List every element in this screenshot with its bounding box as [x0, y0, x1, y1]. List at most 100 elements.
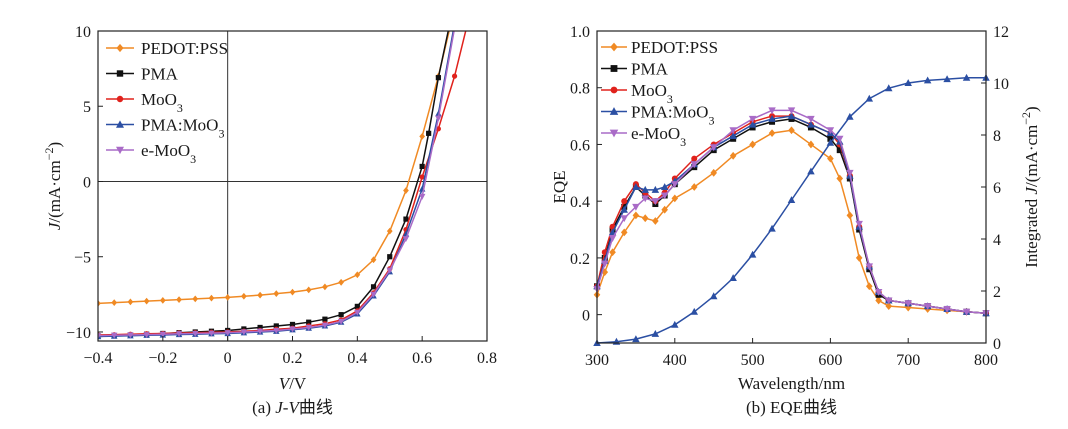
jv-data-point	[111, 299, 118, 307]
eqe-data-point	[875, 296, 882, 305]
eqe-chart: 300 400 500 600 700 800 0 0.2 0.4 0.6 0.8 1.0 0 2 4 6…	[550, 24, 1041, 417]
eqe-data-point	[885, 297, 893, 305]
eqe-y-tick-label: 0	[582, 308, 590, 325]
jv-data-point	[426, 130, 432, 136]
jv-data-point	[127, 332, 134, 339]
jv-data-point	[256, 328, 264, 335]
jv-legend-label: MoO3	[141, 90, 183, 115]
jv-legend-label: e-MoO3	[141, 141, 196, 166]
jv-data-point	[452, 0, 457, 4]
eqe-data-point	[632, 335, 640, 343]
jv-data-point	[159, 296, 166, 304]
jv-legend-label: PMA	[141, 65, 179, 84]
eqe-y-tick-label: 0.4	[570, 194, 590, 211]
eqe-legend-marker	[610, 86, 618, 94]
jv-y-tick-label: −10	[66, 325, 91, 342]
eqe-series-line	[596, 109, 987, 314]
jv-data-point	[386, 267, 393, 274]
eqe-data-point	[768, 129, 776, 138]
jv-data-point	[127, 298, 134, 306]
jv-chart: −0.4 −0.2 0 0.2 0.4 0.6 0.8 −10 −5 0 5 10 PEDOT:PS…	[42, 0, 497, 417]
eqe-y-tick-label: 0.8	[570, 81, 590, 98]
eqe-data-point	[729, 132, 737, 139]
eqe-data-point	[608, 235, 617, 242]
jv-data-point	[403, 187, 409, 194]
jv-x-tick-label: 0.8	[477, 350, 497, 367]
jv-data-point	[143, 332, 150, 339]
jv-x-tick-label: −0.4	[83, 350, 112, 367]
jv-data-point	[159, 331, 167, 338]
eqe-series-line	[596, 115, 987, 314]
jv-x-tick-label: 0.6	[412, 350, 432, 367]
jv-data-point	[370, 256, 377, 264]
eqe-data-point	[621, 198, 628, 205]
jv-legend-marker	[116, 43, 124, 53]
jv-data-point	[402, 236, 410, 243]
jv-series-pedot-pss	[98, 31, 450, 307]
eqe-caption: (b) EQE曲线	[746, 398, 837, 417]
jv-legend-label: PMA:MoO3	[141, 116, 224, 141]
eqe-y-axis-label: EQE	[550, 170, 569, 203]
jv-data-point	[289, 326, 296, 333]
eqe-legend-item: e-MoO3	[601, 124, 686, 149]
jv-data-point	[465, 21, 470, 26]
jv-data-point	[322, 283, 328, 291]
eqe-data-point	[787, 196, 796, 203]
jv-data-point	[240, 329, 248, 336]
eqe-data-point	[651, 185, 660, 193]
eqe-data-point	[807, 167, 815, 175]
eqe-x-tick-label: 800	[974, 352, 998, 369]
eqe-legend-label: MoO3	[631, 81, 673, 106]
eqe-data-point	[641, 185, 649, 193]
eqe-y2-tick-label: 12	[993, 24, 1009, 41]
eqe-series-integrated-j-pma-moo3-	[593, 73, 990, 346]
jv-series	[98, 0, 470, 340]
eqe-data-point	[620, 228, 628, 237]
eqe-data-point	[601, 260, 609, 268]
eqe-x-tick-label: 400	[663, 352, 687, 369]
eqe-data-point	[904, 300, 912, 308]
eqe-data-point	[768, 224, 776, 232]
eqe-series-line	[596, 118, 987, 314]
eqe-data-point	[660, 183, 669, 190]
eqe-data-point	[620, 205, 628, 213]
jv-data-point	[321, 322, 329, 329]
jv-x-ticks: −0.4 −0.2 0 0.2 0.4 0.6 0.8	[83, 336, 497, 367]
eqe-legend-marker	[610, 42, 618, 52]
eqe-data-point	[787, 112, 796, 120]
jv-x-tick-label: 0.4	[347, 350, 367, 367]
eqe-data-point	[836, 174, 844, 183]
jv-data-point	[208, 294, 215, 302]
jv-data-point	[306, 319, 312, 325]
eqe-series-pma	[594, 115, 989, 317]
eqe-data-point	[865, 263, 874, 271]
jv-y-ticks: −10 −5 0 5 10	[66, 24, 103, 342]
jv-data-point	[192, 330, 199, 337]
eqe-data-point	[651, 330, 660, 337]
eqe-y2-tick-label: 2	[993, 284, 1001, 301]
jv-y-axis-label: J/(mA·cm−2)	[42, 142, 64, 230]
eqe-data-point	[671, 320, 679, 328]
jv-y-tick-label: 5	[83, 99, 91, 116]
eqe-data-point	[885, 84, 893, 92]
eqe-data-point	[690, 307, 698, 315]
eqe-data-point	[827, 154, 834, 163]
eqe-data-point	[691, 155, 698, 162]
eqe-data-point	[885, 302, 893, 311]
eqe-data-point	[807, 120, 815, 128]
eqe-data-point	[748, 115, 757, 123]
jv-data-point	[418, 193, 426, 200]
eqe-data-point	[710, 168, 717, 177]
eqe-data-point	[923, 76, 932, 84]
eqe-data-point	[671, 181, 679, 189]
eqe-series-pedot-pss	[593, 126, 990, 318]
eqe-data-point	[827, 135, 834, 142]
eqe-data-point	[962, 73, 971, 81]
eqe-series-line	[596, 115, 987, 314]
eqe-y2-tick-label: 8	[993, 128, 1001, 145]
jv-data-point	[110, 332, 118, 339]
jv-series-e-moo3	[98, 31, 455, 340]
eqe-data-point	[768, 107, 776, 115]
